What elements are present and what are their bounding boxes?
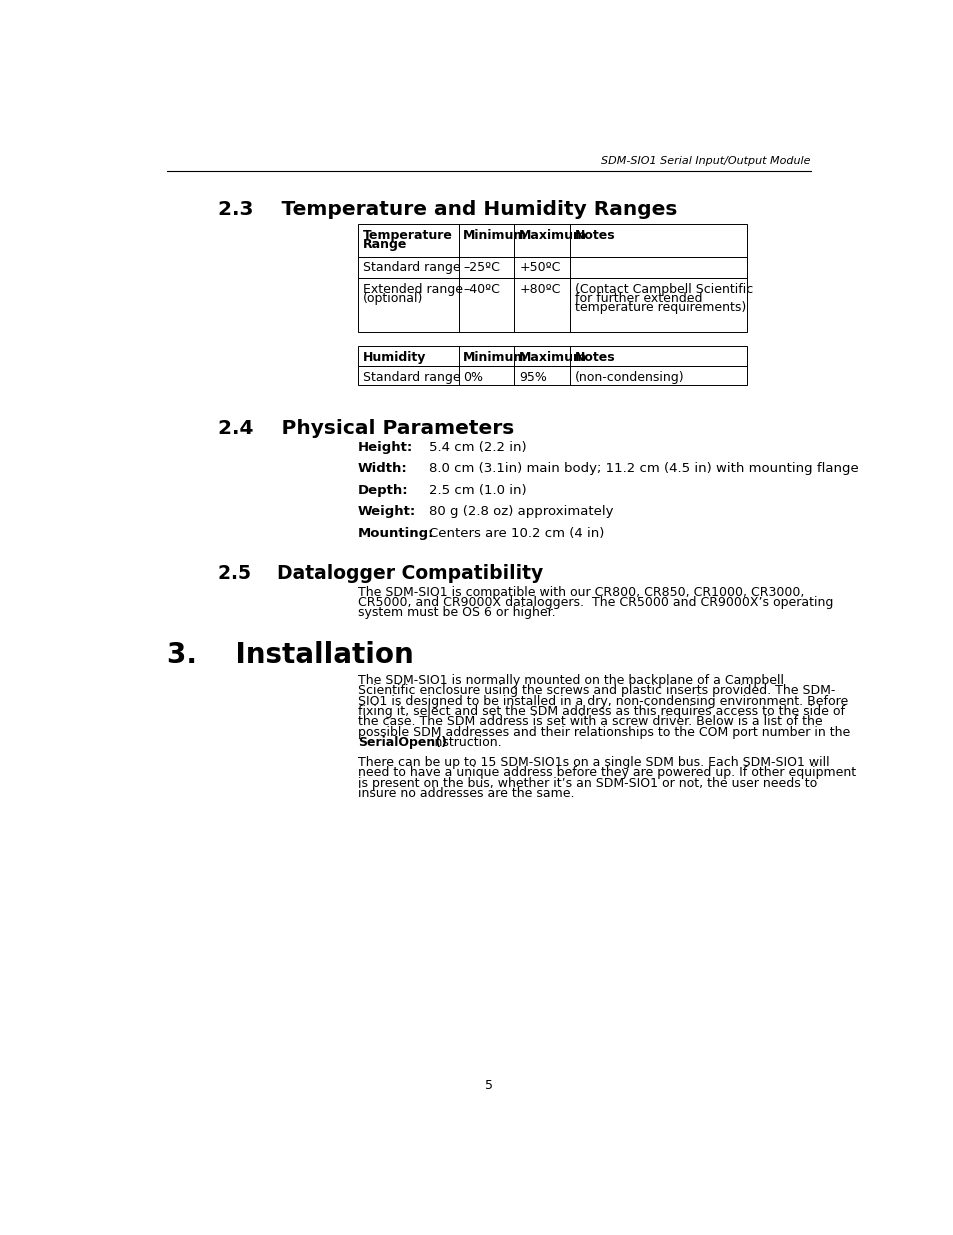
- Text: instruction.: instruction.: [427, 736, 501, 750]
- Text: Maximum: Maximum: [518, 228, 586, 242]
- Text: need to have a unique address before they are powered up. If other equipment: need to have a unique address before the…: [357, 766, 855, 779]
- Text: +80ºC: +80ºC: [518, 283, 560, 296]
- Text: Height:: Height:: [357, 441, 413, 453]
- Text: Mounting:: Mounting:: [357, 527, 434, 540]
- Text: Minimum: Minimum: [463, 228, 527, 242]
- Text: Notes: Notes: [575, 228, 615, 242]
- Text: fixing it, select and set the SDM address as this requires access to the side of: fixing it, select and set the SDM addres…: [357, 705, 844, 718]
- Text: Depth:: Depth:: [357, 484, 408, 496]
- Text: temperature requirements): temperature requirements): [575, 301, 745, 315]
- Text: Maximum: Maximum: [518, 351, 586, 364]
- Text: Centers are 10.2 cm (4 in): Centers are 10.2 cm (4 in): [429, 527, 604, 540]
- Bar: [357, 278, 746, 332]
- Text: possible SDM addresses and their relationships to the COM port number in the: possible SDM addresses and their relatio…: [357, 726, 849, 739]
- Text: 2.5 cm (1.0 in): 2.5 cm (1.0 in): [429, 484, 526, 496]
- Text: is present on the bus, whether it’s an SDM-SIO1 or not, the user needs to: is present on the bus, whether it’s an S…: [357, 777, 817, 789]
- Text: Extended range: Extended range: [362, 283, 462, 296]
- Text: (optional): (optional): [362, 293, 422, 305]
- Text: The SDM-SIO1 is normally mounted on the backplane of a Campbell: The SDM-SIO1 is normally mounted on the …: [357, 674, 783, 687]
- Text: system must be OS 6 or higher.: system must be OS 6 or higher.: [357, 606, 555, 619]
- Text: 5.4 cm (2.2 in): 5.4 cm (2.2 in): [429, 441, 526, 453]
- Text: 5: 5: [484, 1079, 493, 1092]
- Text: 80 g (2.8 oz) approximately: 80 g (2.8 oz) approximately: [429, 505, 613, 519]
- Text: 95%: 95%: [518, 370, 546, 384]
- Text: Range: Range: [362, 238, 407, 251]
- Text: Scientific enclosure using the screws and plastic inserts provided. The SDM-: Scientific enclosure using the screws an…: [357, 684, 835, 697]
- Bar: [357, 225, 746, 257]
- Text: (Contact Campbell Scientific: (Contact Campbell Scientific: [575, 283, 753, 296]
- Text: insure no addresses are the same.: insure no addresses are the same.: [357, 787, 574, 800]
- Text: (non-condensing): (non-condensing): [575, 370, 684, 384]
- Text: Temperature: Temperature: [362, 228, 452, 242]
- Text: The SDM-SIO1 is compatible with our CR800, CR850, CR1000, CR3000,: The SDM-SIO1 is compatible with our CR80…: [357, 585, 803, 599]
- Text: Notes: Notes: [575, 351, 615, 364]
- Text: for further extended: for further extended: [575, 293, 701, 305]
- Text: Standard range: Standard range: [362, 370, 459, 384]
- Bar: [357, 346, 746, 366]
- Text: 2.5    Datalogger Compatibility: 2.5 Datalogger Compatibility: [218, 564, 543, 583]
- Text: SDM-SIO1 Serial Input/Output Module: SDM-SIO1 Serial Input/Output Module: [600, 157, 810, 167]
- Text: 8.0 cm (3.1in) main body; 11.2 cm (4.5 in) with mounting flange: 8.0 cm (3.1in) main body; 11.2 cm (4.5 i…: [429, 462, 858, 475]
- Bar: [357, 257, 746, 278]
- Text: –25ºC: –25ºC: [463, 262, 499, 274]
- Text: 0%: 0%: [463, 370, 483, 384]
- Text: There can be up to 15 SDM-SIO1s on a single SDM bus. Each SDM-SIO1 will: There can be up to 15 SDM-SIO1s on a sin…: [357, 756, 829, 768]
- Text: –40ºC: –40ºC: [463, 283, 499, 296]
- Text: Standard range: Standard range: [362, 262, 459, 274]
- Text: 2.3    Temperature and Humidity Ranges: 2.3 Temperature and Humidity Ranges: [218, 200, 678, 219]
- Text: SerialOpen(): SerialOpen(): [357, 736, 447, 750]
- Text: Humidity: Humidity: [362, 351, 426, 364]
- Bar: [357, 366, 746, 384]
- Text: SIO1 is designed to be installed in a dry, non-condensing environment. Before: SIO1 is designed to be installed in a dr…: [357, 694, 847, 708]
- Text: the case. The SDM address is set with a screw driver. Below is a list of the: the case. The SDM address is set with a …: [357, 715, 821, 729]
- Text: 3.    Installation: 3. Installation: [167, 641, 414, 669]
- Text: +50ºC: +50ºC: [518, 262, 560, 274]
- Text: Minimum: Minimum: [463, 351, 527, 364]
- Text: Weight:: Weight:: [357, 505, 416, 519]
- Text: 2.4    Physical Parameters: 2.4 Physical Parameters: [218, 419, 515, 438]
- Text: Width:: Width:: [357, 462, 407, 475]
- Text: CR5000, and CR9000X dataloggers.  The CR5000 and CR9000X’s operating: CR5000, and CR9000X dataloggers. The CR5…: [357, 597, 833, 609]
